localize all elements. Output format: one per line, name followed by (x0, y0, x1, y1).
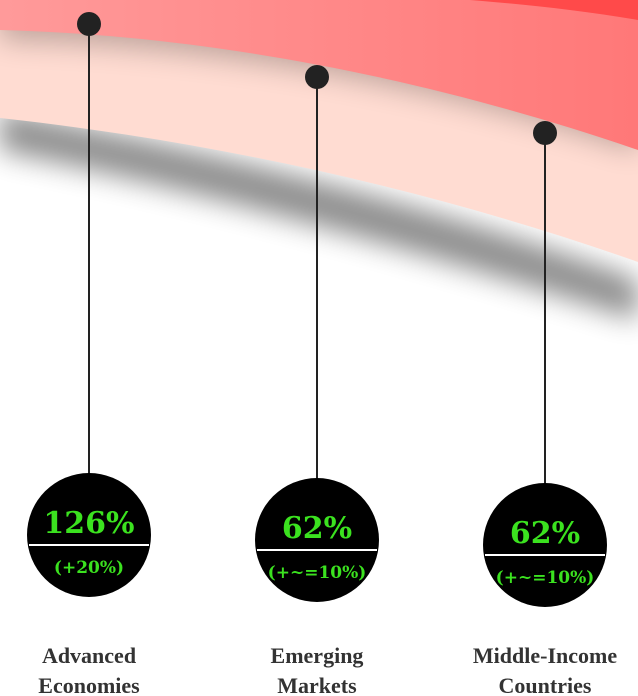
item-name: Economies (38, 673, 140, 696)
connector-dot (305, 65, 329, 89)
item-name: Countries (499, 673, 592, 696)
background-bands (0, 0, 638, 320)
stat-value: 62% (510, 516, 580, 551)
stat-change: (+20%) (54, 558, 124, 578)
stat-value: 126% (43, 506, 134, 541)
item-name: Advanced (42, 643, 136, 668)
item-name: Middle-Income (473, 643, 617, 668)
stat-circle (27, 473, 151, 597)
items: 126% (+20%) Advanced Economies 62% (+~=10%) Em… (27, 12, 617, 696)
item-name: Markets (277, 673, 357, 696)
stat-change: (+~=10%) (496, 568, 595, 588)
stat-value: 62% (282, 511, 352, 546)
connector-dot (77, 12, 101, 36)
stat-circle (483, 483, 607, 607)
item-name: Emerging (271, 643, 364, 668)
stat-change: (+~=10%) (268, 563, 367, 583)
stat-circle (255, 478, 379, 602)
connector-dot (533, 121, 557, 145)
